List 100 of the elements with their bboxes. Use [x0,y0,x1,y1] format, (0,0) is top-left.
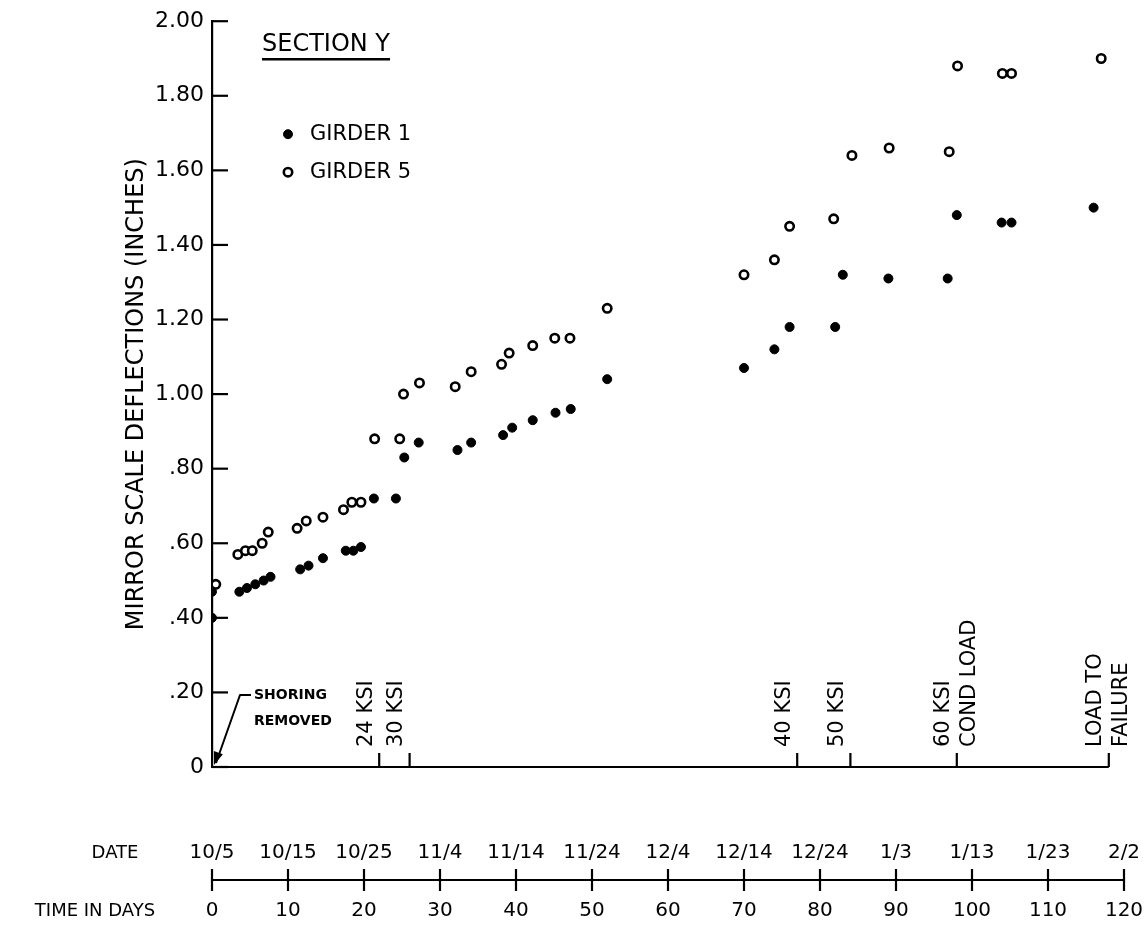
text: 11/14 [487,839,545,864]
point [942,273,953,284]
text: 10/5 [189,839,235,864]
point [951,210,962,221]
point [368,493,379,504]
x-tick-label: 110 [1028,897,1068,922]
point [550,407,561,418]
point [449,381,461,393]
y-tick-label: 1.60 [155,156,204,182]
point [303,560,314,571]
point [337,504,349,516]
text: 12/4 [645,839,691,864]
point [738,269,750,281]
point [250,579,261,590]
point [413,437,424,448]
point [503,347,515,359]
point [398,388,410,400]
point [768,254,780,266]
annotation: SHORING REMOVED [254,685,332,728]
point [996,67,1008,79]
y-tick-label: 1.80 [155,81,204,107]
text: 11/24 [563,839,621,864]
point [784,220,796,232]
text: DATE [91,840,139,862]
x-tick-label: 80 [807,897,833,922]
point [1095,52,1107,64]
point [943,146,955,158]
point [496,358,508,370]
x-tick-label: 20 [351,897,377,922]
legend-label: GIRDER 5 [310,158,412,183]
x-tick-label: 100 [952,897,992,922]
point [565,404,576,415]
text: 10/25 [335,839,393,864]
x-tick-label: 90 [883,897,909,922]
point [883,273,894,284]
point [295,564,306,575]
point [846,149,858,161]
y-tick-label: 2.00 [155,6,204,32]
point [246,545,258,557]
x-tick-label: 10 [275,897,301,922]
point [507,422,518,433]
legend-label: GIRDER 1 [310,120,412,145]
point [346,496,358,508]
chart-title: SECTION Y [262,29,391,58]
point [232,548,244,560]
point [1006,217,1017,228]
point [399,452,410,463]
x-tick-label: 60 [655,897,681,922]
point [262,526,274,538]
y-tick-label: .80 [169,454,204,480]
point [466,437,477,448]
x-tick-label: 120 [1104,897,1144,922]
point [602,374,613,385]
point [601,302,613,314]
point [317,511,329,523]
text: 11/4 [417,839,463,864]
point [549,332,561,344]
text: 1/13 [949,839,995,864]
point [1006,67,1018,79]
point [1088,202,1099,213]
point [256,537,268,549]
point [265,571,276,582]
ref-line-label: 60 KSI COND LOAD [930,619,981,747]
x-tick-label: 50 [579,897,605,922]
ref-line-label: 40 KSI [770,680,795,747]
point [527,415,538,426]
point [739,363,749,373]
point [465,366,477,378]
point [952,60,964,72]
x-tick-label: 40 [503,897,529,922]
point [291,522,303,534]
point [837,269,848,280]
y-tick-label: 0 [190,752,204,778]
x-tick-label: 30 [427,897,453,922]
point [355,496,367,508]
point [828,213,840,225]
point [369,433,381,445]
y-tick-label: 1.00 [155,379,204,405]
point [996,217,1007,228]
point [564,332,576,344]
ref-line-label: 30 KSI [383,680,408,747]
y-tick-label: 1.40 [155,230,204,256]
point [390,493,401,504]
point [413,377,425,389]
point [883,142,895,154]
x-tick-label: 70 [731,897,757,922]
x-axis-title: TIME IN DAYS [33,898,156,920]
point [769,344,780,355]
ref-line-label: LOAD TO FAILURE [1082,653,1133,747]
text: 1/3 [879,839,913,864]
point [348,545,359,556]
point [234,586,245,597]
text: 10/15 [259,839,317,864]
y-tick-label: .40 [169,603,204,629]
point [452,445,463,456]
point [212,578,222,590]
point [830,321,841,332]
point [300,515,312,527]
point [498,430,509,441]
text: 12/24 [791,839,849,864]
